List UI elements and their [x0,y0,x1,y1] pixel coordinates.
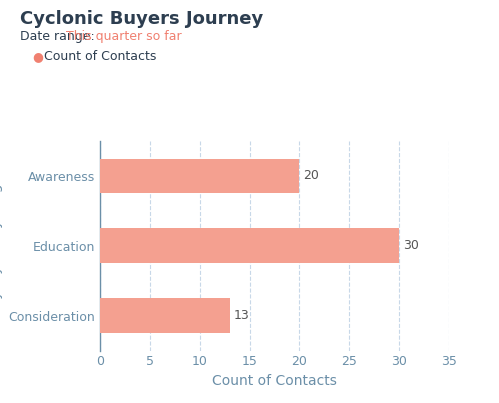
Bar [100,158,299,193]
Text: 20: 20 [303,170,319,183]
Bar [100,229,399,263]
Text: 30: 30 [403,239,419,252]
Text: Date range:: Date range: [20,30,99,43]
Text: 13: 13 [234,309,250,322]
Bar [100,298,230,333]
Text: This quarter so far: This quarter so far [66,30,182,43]
Text: Cyclonic Buyers Journey: Cyclonic Buyers Journey [20,10,263,28]
Text: ●: ● [32,50,43,63]
Text: Count of Contacts: Count of Contacts [44,50,156,63]
X-axis label: Count of Contacts: Count of Contacts [212,374,337,388]
Y-axis label: Buyer Journey Stage: Buyer Journey Stage [0,175,2,317]
